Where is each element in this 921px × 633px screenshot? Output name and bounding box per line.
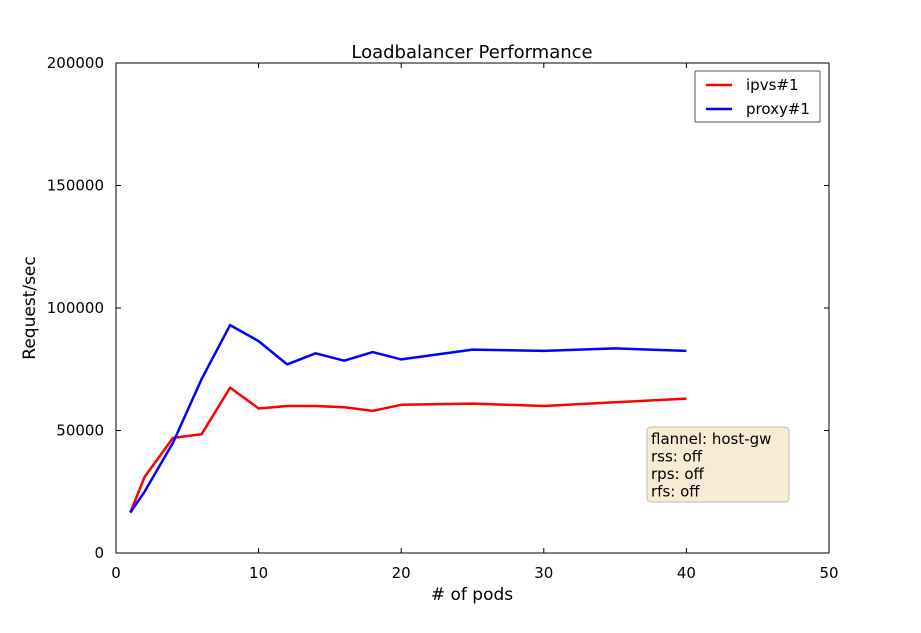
annotation-line: flannel: host-gw (651, 430, 771, 448)
legend: ipvs#1 proxy#1 (694, 70, 821, 123)
chart-title: Loadbalancer Performance (351, 42, 592, 63)
y-tick-label: 50000 (56, 422, 104, 440)
x-tick-label: 50 (819, 564, 838, 582)
x-axis: 0 10 20 30 40 50 (111, 63, 839, 582)
annotation-background (646, 426, 790, 503)
x-axis-label: # of pods (431, 585, 513, 605)
y-tick-label: 100000 (47, 299, 104, 317)
y-axis-label: Request/sec (20, 256, 40, 359)
y-tick-label: 200000 (47, 54, 104, 72)
plot-area: 0 10 20 30 40 50 0 50000 100000 150000 200000 (47, 54, 839, 582)
series-line-ipvs-1 (129, 386, 687, 514)
x-tick-label: 10 (249, 564, 268, 582)
annotation-line: rps: off (651, 465, 705, 483)
series-line-proxy-1 (129, 323, 687, 514)
legend-label: proxy#1 (746, 100, 810, 118)
legend-label: ipvs#1 (746, 76, 799, 94)
series-lines (129, 323, 687, 514)
annotation-line: rss: off (651, 448, 703, 466)
y-tick-label: 150000 (47, 177, 104, 195)
x-tick-label: 40 (677, 564, 696, 582)
x-tick-label: 0 (111, 564, 121, 582)
y-axis: 0 50000 100000 150000 200000 (47, 54, 829, 562)
x-tick-label: 30 (534, 564, 553, 582)
x-tick-label: 20 (392, 564, 411, 582)
y-tick-label: 0 (94, 544, 104, 562)
annotation-line: rfs: off (651, 483, 700, 501)
